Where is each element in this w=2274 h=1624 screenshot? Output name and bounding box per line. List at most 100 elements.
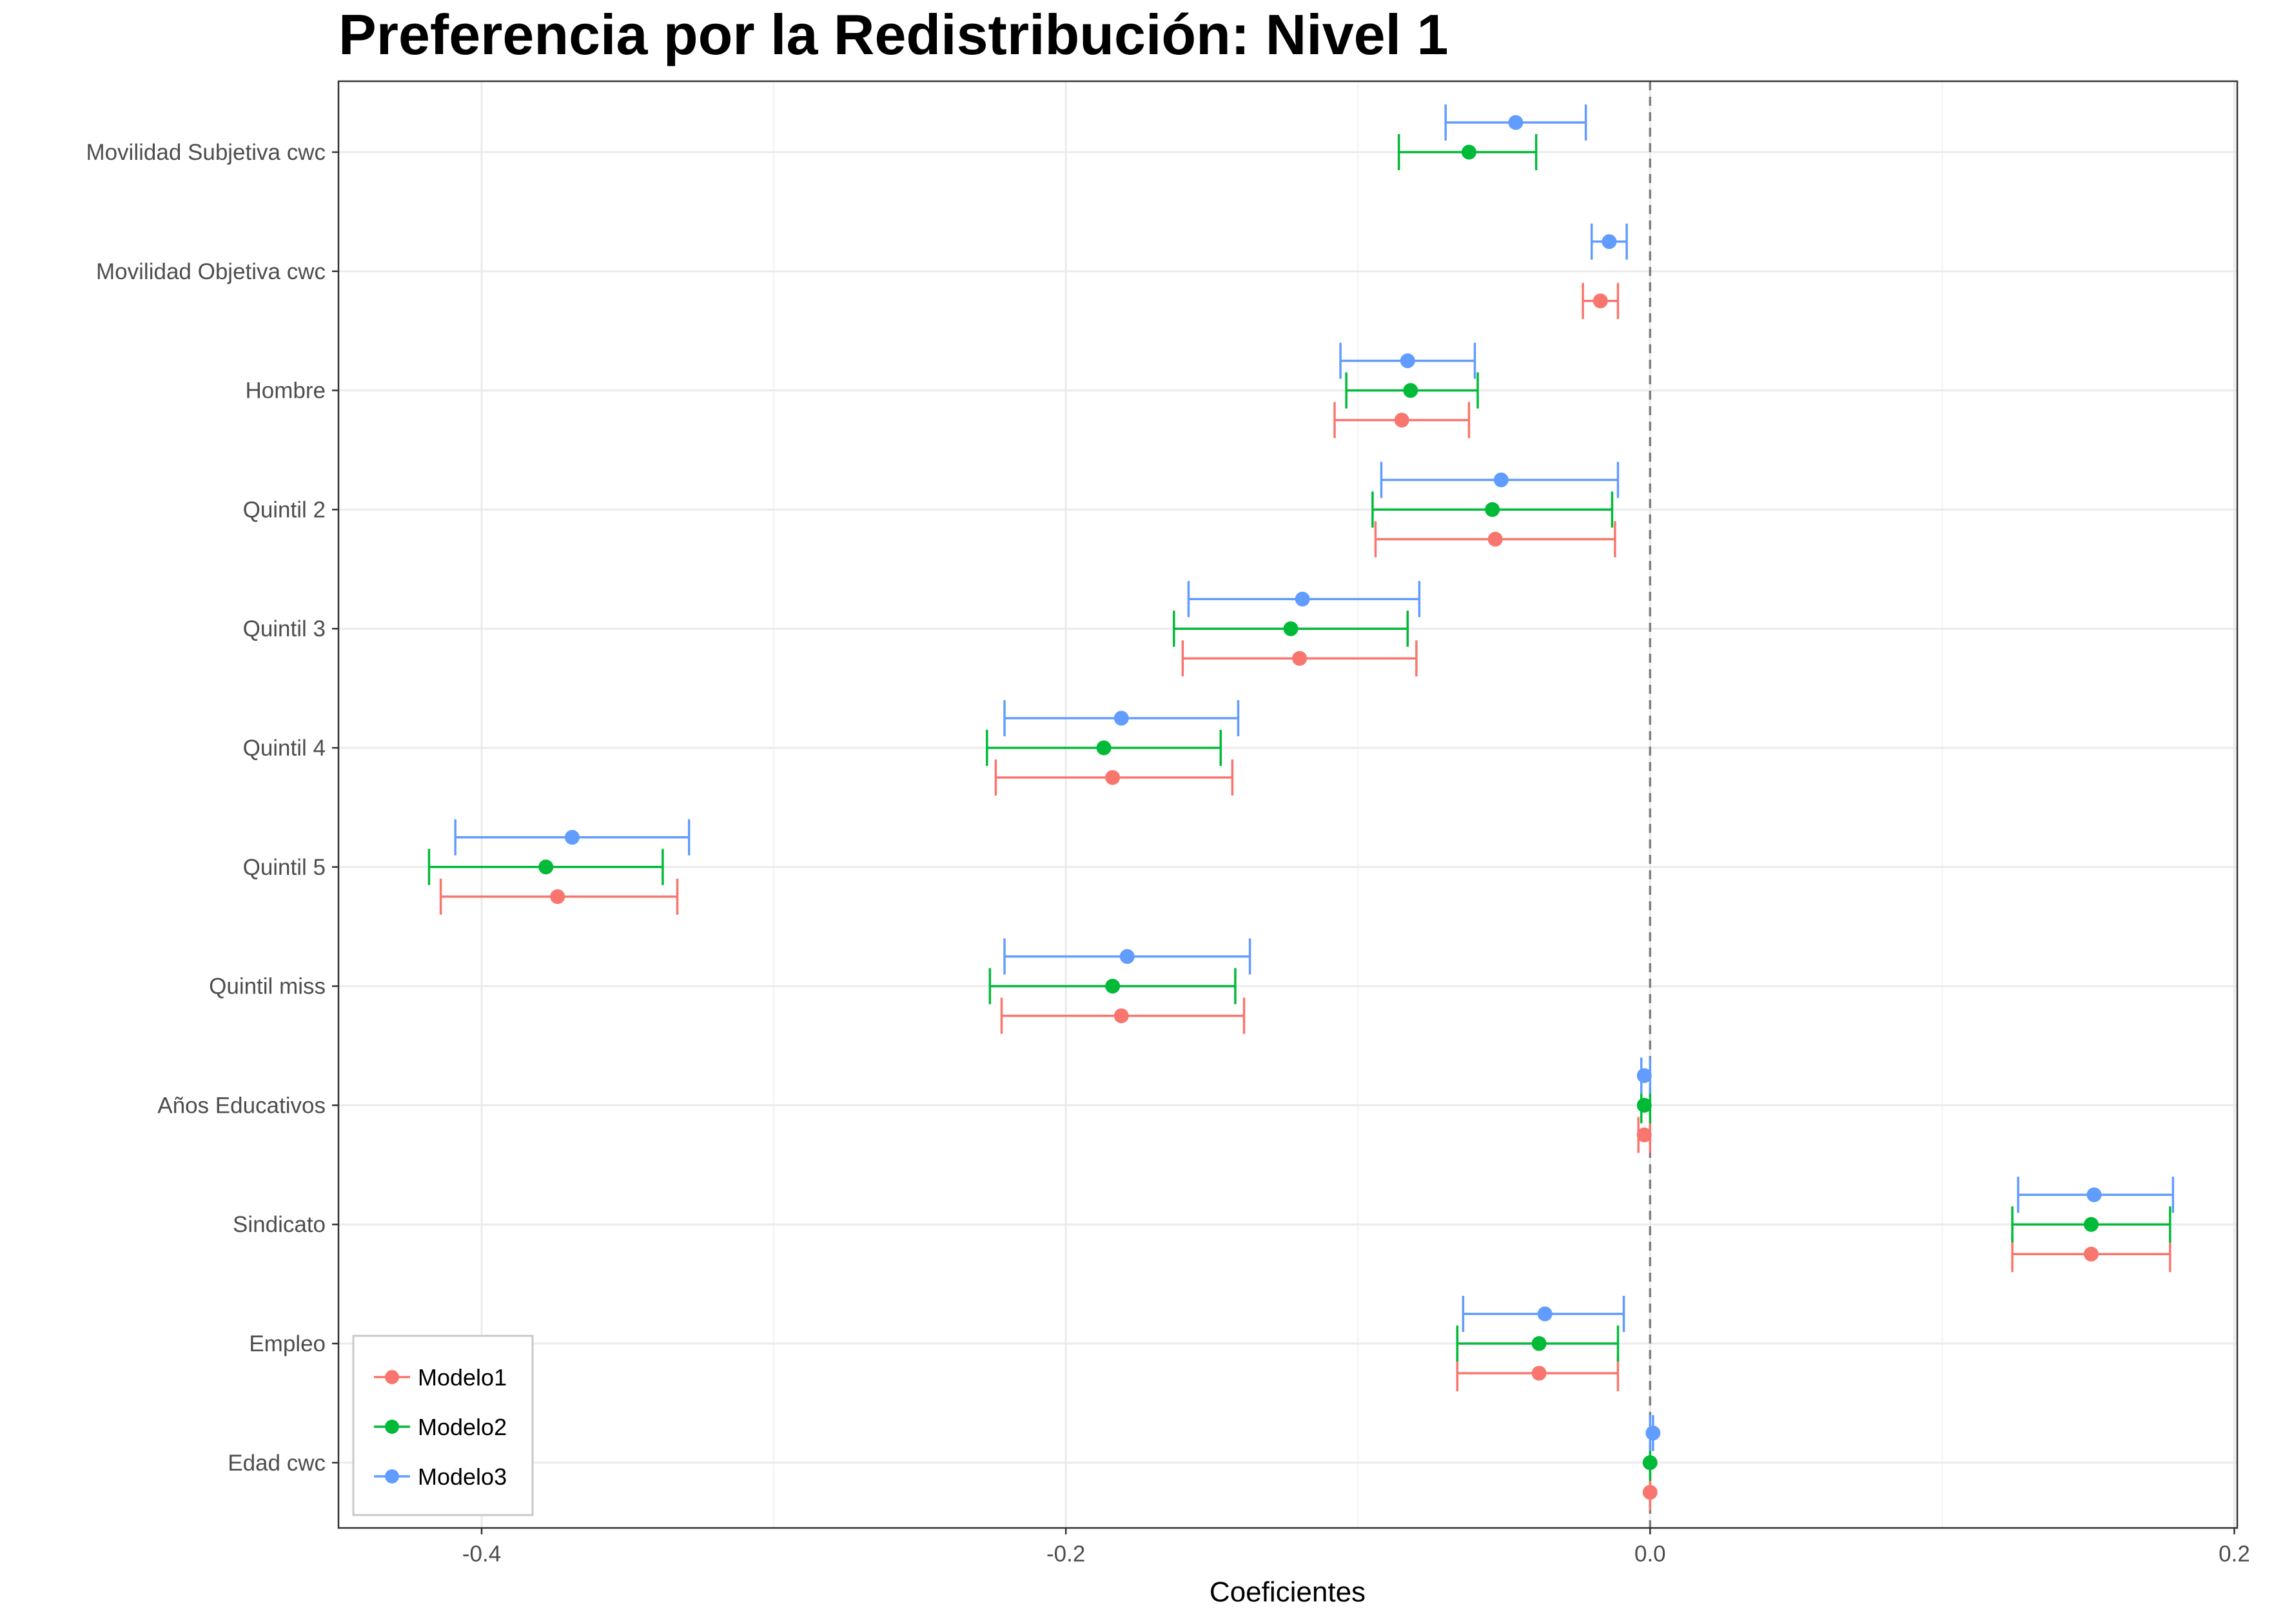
point-estimate	[1292, 651, 1308, 666]
error-bar-point	[1333, 402, 1471, 438]
point-estimate	[1105, 770, 1121, 785]
y-tick-label: Movilidad Objetiva cwc	[96, 259, 326, 284]
error-bar-point	[1339, 342, 1476, 379]
y-tick-label: Sindicato	[233, 1212, 326, 1237]
point-estimate	[1403, 383, 1418, 398]
point-estimate	[2083, 1217, 2099, 1232]
error-bar-point	[1582, 282, 1620, 319]
error-bar-point	[1462, 1296, 1625, 1332]
error-bar-point	[1380, 462, 1620, 498]
legend-label: Modelo1	[418, 1364, 507, 1391]
y-tick-label: Quintil 3	[243, 616, 326, 641]
error-bar-point	[454, 819, 691, 856]
data-layer	[427, 104, 2175, 1511]
panel-border	[337, 80, 2239, 1529]
point-estimate	[1113, 710, 1129, 726]
error-bar-point	[986, 730, 1222, 766]
error-bar-point	[1456, 1326, 1620, 1362]
x-tick-label: -0.4	[462, 1541, 501, 1567]
point-estimate	[1096, 740, 1112, 756]
error-bar-point	[1187, 581, 1421, 618]
series-modelo3	[454, 104, 2175, 1451]
y-tick-label: Hombre	[246, 378, 326, 404]
point-estimate	[1461, 144, 1476, 160]
legend-label: Modelo3	[418, 1463, 507, 1490]
y-tick-label: Empleo	[249, 1331, 326, 1356]
error-bar-point	[1173, 611, 1409, 647]
point-estimate	[1642, 1485, 1658, 1500]
error-bar-point	[988, 968, 1237, 1004]
series-modelo1	[439, 282, 2171, 1511]
point-estimate	[1485, 502, 1500, 517]
x-axis: -0.4 -0.2 0.0 0.2	[462, 1528, 2250, 1567]
chart-title: Preferencia por la Redistribución: Nivel…	[338, 3, 1448, 66]
error-bar-point	[1181, 640, 1418, 677]
point-estimate	[1645, 1425, 1661, 1441]
y-tick-label: Edad cwc	[228, 1451, 326, 1476]
legend-key-point	[385, 1420, 399, 1434]
point-estimate	[1295, 591, 1310, 607]
error-bar-point	[994, 759, 1234, 796]
point-estimate	[1487, 531, 1503, 547]
legend-label: Modelo2	[418, 1414, 507, 1440]
x-tick-label: 0.0	[1634, 1541, 1666, 1567]
y-tick-label: Quintil 5	[243, 855, 326, 880]
error-bar-point	[1397, 134, 1538, 170]
point-estimate	[1636, 1068, 1652, 1083]
point-estimate	[1283, 621, 1299, 636]
error-bar-point	[2011, 1236, 2171, 1273]
legend-item-modelo1: Modelo1	[374, 1364, 507, 1391]
error-bar-point	[1345, 372, 1479, 409]
error-bar-point	[1003, 700, 1240, 736]
point-estimate	[550, 889, 565, 905]
point-estimate	[1531, 1336, 1547, 1351]
legend-key-point	[385, 1469, 399, 1483]
point-estimate	[1642, 1455, 1658, 1471]
y-tick-label: Quintil miss	[209, 974, 326, 999]
point-estimate	[1400, 353, 1415, 369]
legend: Modelo1 Modelo2 Modelo3	[352, 1335, 534, 1516]
point-estimate	[2083, 1246, 2099, 1262]
error-bar-point	[1636, 1057, 1652, 1094]
error-bar-point	[439, 878, 679, 915]
error-bar-point	[2017, 1177, 2175, 1213]
y-tick-label: Movilidad Subjetiva cwc	[86, 140, 326, 165]
point-estimate	[1602, 234, 1617, 249]
point-estimate	[564, 830, 580, 845]
legend-item-modelo2: Modelo2	[374, 1414, 507, 1440]
point-estimate	[1508, 115, 1524, 130]
error-bar-point	[1374, 521, 1616, 558]
error-bar-point	[427, 848, 664, 885]
error-bar-point	[1444, 104, 1587, 141]
point-estimate	[1636, 1097, 1652, 1113]
point-estimate	[1531, 1365, 1547, 1381]
y-tick-label: Quintil 4	[243, 736, 326, 761]
point-estimate	[1537, 1306, 1553, 1322]
point-estimate	[1119, 949, 1135, 964]
point-estimate	[1636, 1127, 1652, 1142]
legend-item-modelo3: Modelo3	[374, 1463, 507, 1490]
error-bar-point	[1645, 1414, 1661, 1451]
point-estimate	[1593, 293, 1608, 309]
point-estimate	[1394, 413, 1409, 428]
error-bar-point	[1371, 491, 1614, 528]
y-axis: Movilidad Subjetiva cwc Movilidad Objetiv…	[86, 140, 338, 1476]
x-tick-label: 0.2	[2219, 1541, 2250, 1567]
error-bar-point	[2011, 1206, 2171, 1243]
error-bar-point	[1003, 938, 1251, 975]
x-axis-label: Coeficientes	[1210, 1576, 1366, 1608]
error-bar-point	[1590, 223, 1628, 260]
error-bar-point	[1456, 1355, 1620, 1391]
point-estimate	[2086, 1187, 2102, 1202]
point-estimate	[538, 859, 554, 875]
series-modelo2	[427, 134, 2171, 1481]
x-tick-label: -0.2	[1046, 1541, 1085, 1567]
point-estimate	[1105, 979, 1121, 994]
point-estimate	[1113, 1008, 1129, 1024]
legend-key-point	[385, 1370, 399, 1384]
error-bar-point	[1000, 997, 1246, 1034]
y-tick-label: Quintil 2	[243, 497, 326, 522]
legend-box	[352, 1335, 534, 1516]
y-tick-label: Años Educativos	[157, 1093, 326, 1118]
